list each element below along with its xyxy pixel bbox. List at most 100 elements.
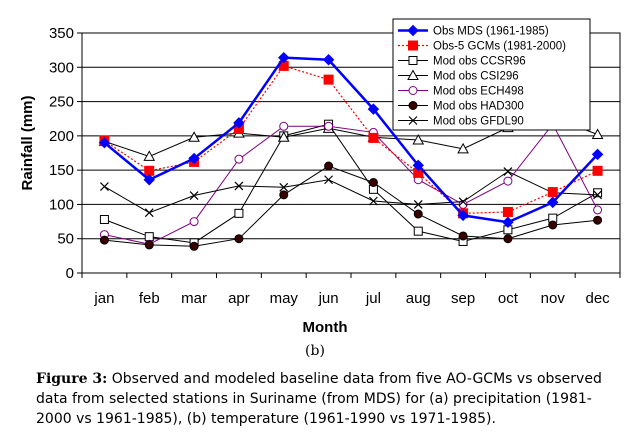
data-point [324, 161, 334, 171]
y-tick-label: 300 [49, 59, 74, 76]
data-point [548, 220, 558, 230]
data-point [368, 177, 378, 187]
data-point [233, 117, 245, 129]
data-point [547, 196, 559, 209]
data-point [368, 132, 379, 143]
series-line [104, 123, 599, 245]
series-line [103, 56, 599, 224]
series-mod-obs-ccsr96 [99, 119, 603, 248]
data-point [503, 176, 513, 186]
data-point [144, 232, 154, 242]
figure-sublabel: (b) [305, 343, 325, 359]
data-point [547, 187, 558, 198]
legend-box [392, 18, 591, 131]
x-tick-label: dec [585, 290, 610, 307]
data-point [99, 235, 109, 245]
series-mod-obs-had300 [99, 161, 603, 251]
x-axis-ticks: jan feb mar apr may jun jul aug sep oct nov dec [81, 273, 621, 307]
data-point [189, 217, 199, 227]
x-axis-label: Month [303, 319, 348, 336]
legend-entry: Mod obs CSI296 [398, 69, 519, 83]
legend-entry: Mod obs GFDL90 [398, 116, 524, 128]
data-point [323, 74, 334, 85]
rainfall-chart: 0 50 100 150 200 250 300 350 jan feb mar apr may jun… [19, 18, 621, 336]
x-tick-label: apr [228, 290, 250, 307]
legend-marker [407, 24, 419, 37]
data-point [412, 133, 425, 145]
x-tick-label: jun [318, 290, 339, 307]
y-tick-label: 150 [49, 162, 74, 179]
data-point [412, 159, 424, 172]
data-point [234, 181, 244, 191]
data-point [413, 200, 423, 209]
y-axis-ticks: 0 50 100 150 200 250 300 350 [49, 25, 82, 282]
x-tick-label: nov [541, 290, 566, 307]
data-point [324, 121, 334, 131]
data-point [322, 54, 335, 66]
data-point [99, 215, 109, 225]
y-tick-label: 100 [49, 196, 74, 213]
data-point [278, 51, 290, 64]
data-point [98, 137, 111, 149]
legend-marker [408, 101, 418, 110]
y-tick-label: 50 [57, 231, 74, 248]
legend-label: Obs MDS (1961-1985) [433, 26, 549, 38]
legend-entry: Mod obs CCSR96 [398, 56, 526, 68]
data-point [458, 231, 468, 241]
data-point [279, 182, 289, 192]
y-tick-label: 250 [49, 94, 74, 111]
data-point [413, 226, 423, 236]
data-point [144, 165, 155, 176]
legend-label: Mod obs HAD300 [433, 101, 524, 113]
data-point [503, 234, 513, 244]
x-tick-label: oct [498, 290, 519, 307]
data-point [413, 209, 423, 219]
series-mod-obs-ech498 [99, 119, 603, 249]
x-tick-label: aug [406, 290, 431, 307]
data-point [458, 197, 468, 207]
data-point [143, 150, 156, 161]
data-point [188, 131, 200, 142]
data-point [457, 142, 469, 154]
legend-entry: Mod obs ECH498 [398, 86, 524, 98]
data-point [99, 182, 109, 192]
data-point [593, 190, 603, 200]
data-point [234, 234, 244, 244]
legend-label: Obs-5 GCMs (1981-2000) [433, 41, 566, 53]
y-axis-label: Rainfall (mm) [19, 95, 36, 190]
legend-marker [407, 69, 419, 80]
x-tick-label: jul [365, 290, 381, 307]
legend: Obs MDS (1961-1985) Obs-5 GCMs (1981-2000… [392, 18, 591, 131]
legend-entry: Obs-5 GCMs (1981-2000) [398, 40, 566, 53]
legend-entry: Mod obs HAD300 [398, 101, 524, 113]
data-point [279, 121, 289, 131]
data-point [279, 190, 289, 200]
data-point [367, 103, 380, 115]
data-point [591, 148, 604, 161]
legend-marker [408, 116, 418, 125]
legend-label: Mod obs CCSR96 [433, 56, 526, 68]
x-tick-label: jan [93, 290, 114, 307]
y-tick-label: 200 [49, 128, 74, 145]
data-point [502, 206, 513, 217]
data-point [593, 188, 603, 198]
data-point [503, 167, 513, 176]
x-tick-label: feb [139, 290, 160, 307]
figure-caption: Figure 3: Observed and modeled baseline … [36, 369, 616, 429]
data-point [324, 175, 334, 185]
series-line [104, 123, 598, 244]
legend-marker [408, 86, 418, 95]
y-tick-label: 0 [66, 265, 74, 282]
x-tick-label: may [270, 290, 299, 307]
data-point [144, 240, 154, 250]
data-point [143, 174, 155, 186]
series-line [104, 165, 598, 247]
data-point [593, 205, 603, 215]
data-point [189, 241, 199, 251]
legend-marker [408, 56, 418, 65]
series-line [104, 170, 598, 214]
caption-label: Figure 3: [36, 371, 108, 387]
legend-label: Mod obs GFDL90 [433, 116, 524, 128]
legend-marker [408, 40, 418, 51]
series-obs-mds-1961-1985- [98, 51, 604, 228]
